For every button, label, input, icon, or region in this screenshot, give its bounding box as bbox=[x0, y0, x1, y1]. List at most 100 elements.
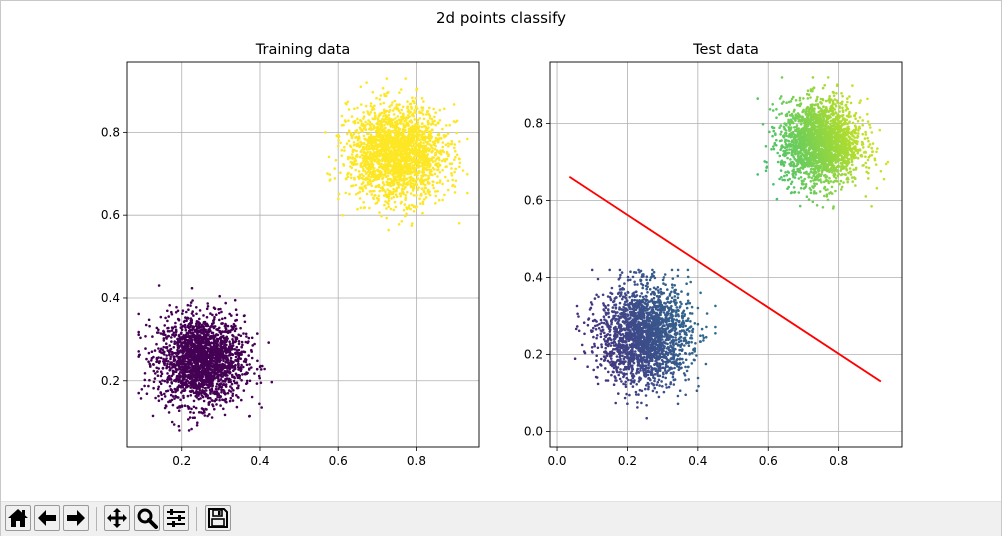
data-point bbox=[229, 356, 233, 360]
scatter-points bbox=[573, 76, 890, 420]
data-point bbox=[436, 140, 440, 144]
data-point bbox=[189, 410, 192, 414]
data-point bbox=[651, 268, 654, 272]
data-point bbox=[421, 168, 425, 172]
data-point bbox=[361, 147, 365, 151]
data-point bbox=[214, 387, 218, 391]
data-point bbox=[412, 210, 416, 213]
x-tick-label: 0.0 bbox=[547, 454, 566, 468]
data-point bbox=[173, 340, 176, 343]
data-point bbox=[167, 411, 171, 414]
data-point bbox=[231, 341, 235, 345]
data-point bbox=[607, 370, 610, 374]
data-point bbox=[628, 295, 631, 299]
data-point bbox=[421, 200, 425, 204]
data-point bbox=[453, 185, 457, 188]
data-point bbox=[337, 192, 341, 196]
data-point bbox=[424, 149, 428, 152]
data-point bbox=[155, 326, 159, 330]
data-point bbox=[394, 121, 397, 124]
data-point bbox=[189, 335, 192, 338]
data-point bbox=[160, 393, 163, 397]
data-point bbox=[195, 338, 198, 341]
data-point bbox=[328, 173, 332, 176]
data-point bbox=[192, 351, 195, 355]
data-point bbox=[364, 124, 367, 127]
data-point bbox=[369, 160, 372, 163]
data-point bbox=[387, 181, 391, 185]
data-point bbox=[225, 377, 229, 380]
x-tick-label: 0.8 bbox=[407, 454, 426, 468]
plot-area bbox=[550, 62, 902, 447]
data-point bbox=[409, 182, 412, 186]
data-point bbox=[234, 340, 238, 343]
data-point bbox=[196, 421, 199, 425]
data-point bbox=[208, 328, 211, 332]
data-point bbox=[391, 158, 395, 161]
data-point bbox=[399, 194, 403, 198]
data-point bbox=[242, 314, 246, 318]
data-point bbox=[357, 170, 361, 173]
data-point bbox=[347, 139, 351, 143]
data-point bbox=[177, 346, 180, 350]
data-point bbox=[232, 365, 236, 368]
data-point bbox=[351, 148, 355, 151]
data-point bbox=[187, 374, 190, 378]
data-point bbox=[154, 396, 157, 400]
data-point bbox=[147, 384, 150, 388]
data-point bbox=[163, 392, 166, 396]
data-point bbox=[213, 334, 216, 338]
data-point bbox=[211, 313, 214, 317]
data-point bbox=[404, 153, 407, 156]
data-point bbox=[647, 385, 650, 389]
data-point bbox=[365, 148, 368, 151]
data-point bbox=[230, 314, 233, 317]
data-point bbox=[413, 101, 416, 105]
data-point bbox=[386, 177, 390, 181]
data-point bbox=[390, 192, 393, 196]
data-point bbox=[190, 427, 193, 431]
data-point bbox=[453, 191, 457, 194]
data-point bbox=[144, 323, 148, 327]
data-point bbox=[200, 391, 204, 395]
data-point bbox=[206, 305, 210, 308]
data-point bbox=[197, 379, 200, 382]
data-point bbox=[173, 351, 177, 355]
data-point bbox=[227, 345, 231, 349]
data-point bbox=[162, 337, 166, 340]
data-point bbox=[423, 145, 426, 148]
data-point bbox=[352, 143, 356, 147]
data-point bbox=[376, 158, 379, 162]
data-point bbox=[381, 181, 385, 184]
data-point bbox=[453, 146, 456, 150]
data-point bbox=[420, 106, 424, 109]
data-point bbox=[347, 108, 351, 111]
data-point bbox=[199, 383, 202, 386]
data-point bbox=[436, 133, 440, 137]
data-point bbox=[379, 113, 382, 117]
data-point bbox=[231, 394, 234, 398]
data-point bbox=[218, 398, 221, 402]
data-point bbox=[371, 135, 375, 139]
data-point bbox=[432, 107, 436, 111]
data-point bbox=[143, 384, 146, 388]
data-point bbox=[173, 397, 176, 400]
data-point bbox=[171, 326, 175, 330]
data-point bbox=[211, 404, 215, 408]
data-point bbox=[201, 359, 204, 363]
data-point bbox=[390, 135, 393, 139]
data-point bbox=[245, 379, 249, 383]
data-point bbox=[192, 399, 196, 403]
data-point bbox=[453, 158, 456, 161]
data-point bbox=[368, 183, 372, 186]
data-point bbox=[167, 374, 171, 378]
data-point bbox=[185, 354, 188, 358]
data-point bbox=[386, 122, 390, 126]
data-point bbox=[405, 212, 408, 216]
data-point bbox=[182, 394, 185, 398]
data-point bbox=[165, 354, 168, 357]
data-point bbox=[382, 119, 386, 123]
data-point bbox=[411, 132, 415, 136]
data-point bbox=[170, 420, 174, 424]
